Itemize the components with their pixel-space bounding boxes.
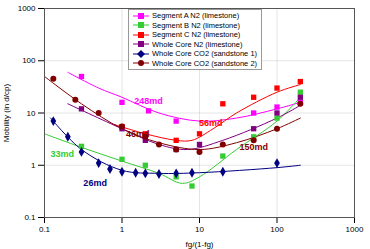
html-text:Segment B N2 (limestone): Segment B N2 (limestone) [152,20,240,30]
svg-text:248md: 248md [134,96,163,106]
svg-text:10: 10 [195,225,204,234]
html-text:Whole Core CO2 (sandstone 2): Whole Core CO2 (sandstone 2) [152,58,258,68]
svg-text:46md: 46md [126,129,150,139]
svg-text:56md: 56md [199,118,223,128]
svg-text:0.1: 0.1 [24,213,36,222]
html-text:Whole Core N2 (limestone): Whole Core N2 (limestone) [152,39,243,49]
svg-text:fg/(1-fg): fg/(1-fg) [185,240,213,249]
svg-text:Mobility (in d/cp): Mobility (in d/cp) [2,84,11,143]
svg-text:1000: 1000 [346,225,364,234]
svg-text:26md: 26md [83,178,107,188]
svg-text:100: 100 [270,225,284,234]
svg-text:33md: 33md [51,149,75,159]
html-text:Segment A N2 (limestone): Segment A N2 (limestone) [152,11,240,20]
html-text:Segment C N2 (limestone): Segment C N2 (limestone) [152,30,241,39]
svg-text:1: 1 [120,225,125,234]
svg-text:1000: 1000 [18,4,36,13]
svg-text:100: 100 [22,56,36,65]
svg-text:10: 10 [27,109,36,118]
html-text:Whole Core CO2 (sandstone 1): Whole Core CO2 (sandstone 1) [152,49,258,58]
svg-text:0.1: 0.1 [39,225,51,234]
svg-text:1: 1 [31,161,36,170]
svg-text:150md: 150md [239,142,268,152]
